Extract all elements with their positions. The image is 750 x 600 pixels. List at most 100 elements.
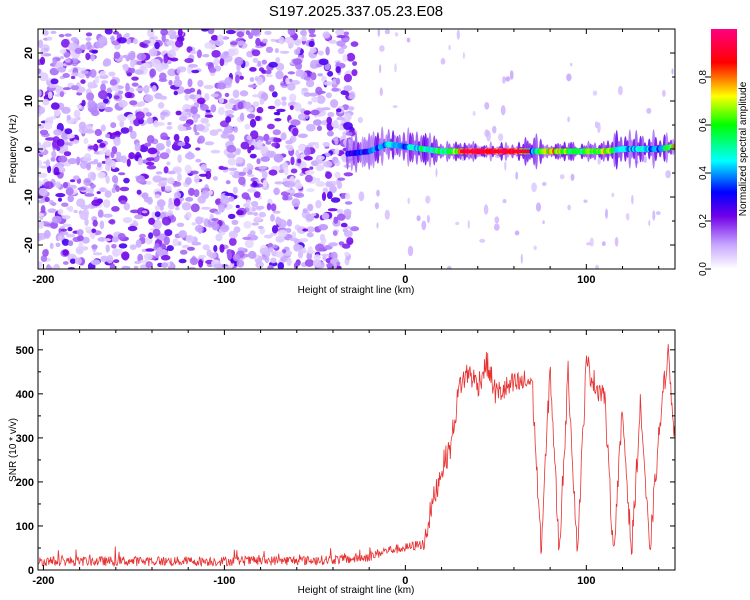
- noise-speckle: [297, 133, 308, 138]
- spectrogram-heatmap: [38, 29, 675, 269]
- noise-speckle: [133, 265, 139, 269]
- noise-speckle: [38, 68, 41, 74]
- noise-speckle: [328, 39, 337, 45]
- noise-speckle: [43, 181, 54, 190]
- noise-speckle: [334, 148, 340, 156]
- noise-speckle: [257, 225, 264, 230]
- noise-speckle: [344, 112, 352, 122]
- noise-speckle: [204, 141, 215, 146]
- noise-speckle: [249, 153, 257, 159]
- y-tick-label: 10: [23, 95, 35, 107]
- noise-speckle: [66, 233, 75, 238]
- noise-speckle: [206, 249, 212, 257]
- signal-strong-cell: [512, 149, 515, 154]
- noise-speckle: [224, 92, 230, 98]
- noise-speckle: [195, 124, 205, 131]
- noise-speckle: [283, 166, 289, 176]
- noise-speckle: [235, 74, 240, 84]
- noise-speckle: [336, 108, 342, 113]
- noise-speckle: [184, 135, 190, 144]
- noise-speckle: [201, 104, 209, 111]
- noise-speckle: [189, 257, 199, 266]
- noise-speckle: [321, 212, 330, 220]
- noise-speckle: [597, 122, 601, 134]
- noise-speckle: [330, 197, 341, 203]
- noise-speckle: [121, 265, 131, 269]
- noise-speckle: [316, 95, 326, 104]
- noise-speckle: [106, 254, 114, 264]
- noise-speckle: [258, 165, 267, 170]
- noise-speckle: [586, 242, 592, 246]
- noise-speckle: [233, 126, 238, 133]
- y-tick-label: 300: [16, 433, 34, 445]
- noise-speckle: [156, 199, 166, 208]
- noise-speckle: [151, 58, 161, 68]
- noise-speckle: [225, 116, 232, 123]
- noise-speckle: [278, 229, 288, 238]
- noise-speckle: [211, 222, 220, 231]
- signal-strong-cell: [500, 149, 502, 154]
- noise-speckle: [228, 237, 237, 246]
- noise-speckle: [447, 265, 452, 269]
- noise-speckle: [566, 73, 572, 82]
- noise-speckle: [52, 58, 57, 66]
- noise-speckle: [297, 158, 302, 164]
- noise-speckle: [91, 244, 98, 250]
- noise-speckle: [350, 41, 359, 47]
- noise-speckle: [302, 228, 308, 232]
- noise-speckle: [492, 125, 497, 134]
- noise-speckle: [149, 68, 157, 78]
- noise-speckle: [91, 184, 96, 189]
- noise-speckle: [289, 105, 294, 111]
- noise-speckle: [67, 158, 78, 165]
- noise-speckle: [117, 114, 127, 122]
- noise-speckle: [130, 58, 136, 68]
- noise-speckle: [202, 244, 210, 251]
- noise-speckle: [250, 145, 255, 151]
- noise-speckle: [313, 119, 322, 126]
- noise-speckle: [91, 199, 102, 207]
- noise-speckle: [271, 91, 278, 98]
- noise-speckle: [246, 135, 252, 141]
- noise-speckle: [130, 209, 140, 214]
- noise-speckle: [132, 220, 138, 226]
- noise-speckle: [210, 34, 219, 41]
- noise-speckle: [266, 203, 272, 211]
- noise-speckle: [252, 57, 259, 63]
- noise-speckle: [62, 261, 69, 265]
- colorbar-gradient: [711, 29, 737, 269]
- noise-speckle: [102, 213, 113, 218]
- noise-speckle: [38, 232, 43, 242]
- noise-speckle: [184, 214, 189, 219]
- noise-speckle: [240, 141, 250, 150]
- noise-speckle: [189, 94, 197, 100]
- noise-speckle: [167, 177, 175, 185]
- noise-speckle: [220, 196, 230, 205]
- signal-strong-cell: [477, 149, 479, 154]
- noise-speckle: [85, 52, 91, 61]
- y-tick-label: 500: [16, 345, 34, 357]
- noise-speckle: [323, 81, 333, 86]
- signal-strong-cell: [459, 149, 462, 154]
- noise-speckle: [49, 242, 54, 250]
- noise-speckle: [648, 220, 651, 226]
- snr-panel: -200 -100 0 100 0 100 200 300 400 500 Height of …: [8, 329, 676, 596]
- noise-speckle: [168, 197, 173, 206]
- noise-speckle: [156, 246, 163, 256]
- signal-strong-cell: [486, 149, 488, 154]
- noise-speckle: [237, 101, 244, 110]
- noise-speckle: [249, 118, 257, 128]
- noise-speckle: [319, 233, 326, 242]
- y-tick-label: 0: [23, 146, 35, 152]
- noise-speckle: [173, 168, 181, 172]
- noise-speckle: [137, 157, 143, 166]
- noise-speckle: [253, 216, 262, 222]
- noise-speckle: [125, 82, 130, 92]
- noise-speckle: [652, 210, 656, 221]
- noise-speckle: [212, 263, 223, 269]
- noise-speckle: [260, 146, 268, 152]
- noise-speckle: [99, 220, 105, 230]
- noise-speckle: [567, 116, 570, 123]
- noise-speckle: [160, 29, 169, 36]
- noise-speckle: [256, 139, 263, 149]
